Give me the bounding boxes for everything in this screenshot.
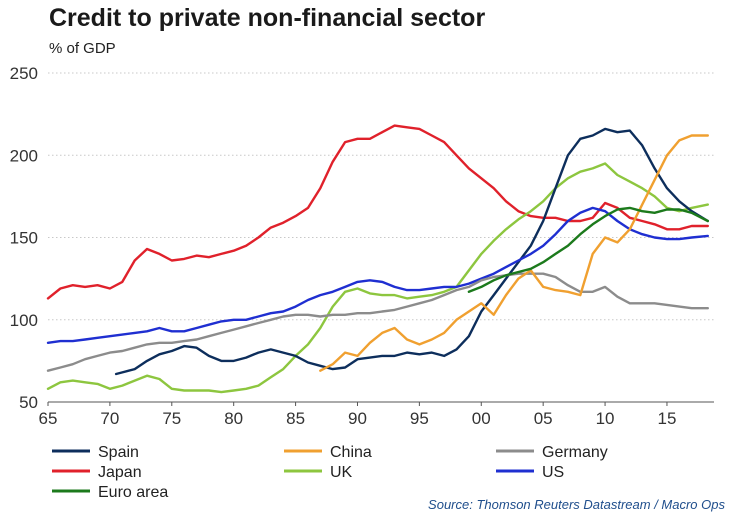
y-axis-unit-label: % of GDP [49,40,116,57]
series-line-germany [46,272,709,372]
x-tick-label-65: 65 [39,409,58,428]
y-tick-label-250: 250 [10,64,38,83]
legend-label-china: China [330,444,372,461]
x-tick-label-85: 85 [286,409,305,428]
x-tick-label-75: 75 [162,409,181,428]
series-line-china [319,134,709,372]
x-tick-label-10: 10 [596,409,615,428]
legend-label-japan: Japan [98,464,142,481]
series-line-uk [46,162,709,394]
x-tick-label-80: 80 [224,409,243,428]
legend-label-us: US [542,464,564,481]
y-axis-ticks: 50 100 150 200 250 [10,64,38,412]
y-tick-label-100: 100 [10,311,38,330]
x-tick-label-05: 05 [534,409,553,428]
x-tick-label-90: 90 [348,409,367,428]
x-tick-label-15: 15 [657,409,676,428]
y-tick-label-200: 200 [10,146,38,165]
series-line-us [46,206,709,344]
series-line-spain [114,127,709,376]
legend-label-uk: UK [330,464,353,481]
source-note: Source: Thomson Reuters Datastream / Mac… [428,497,725,512]
y-tick-label-150: 150 [10,229,38,248]
gridlines [48,72,714,321]
legend-label-euro-area: Euro area [98,484,168,501]
x-tick-label-00: 00 [472,409,491,428]
x-tick-label-95: 95 [410,409,429,428]
series-line-euro-area [467,206,709,293]
series-line-japan [46,124,709,300]
legend-label-spain: Spain [98,444,139,461]
legend: Spain China Germany Japan UK US Euro area [52,444,608,501]
y-tick-label-50: 50 [19,393,38,412]
x-tick-label-70: 70 [100,409,119,428]
legend-label-germany: Germany [542,444,608,461]
series-lines [46,124,709,394]
chart-title: Credit to private non-financial sector [49,4,486,32]
x-axis-ticks: 65 70 75 80 85 90 95 00 05 10 15 [39,402,676,428]
